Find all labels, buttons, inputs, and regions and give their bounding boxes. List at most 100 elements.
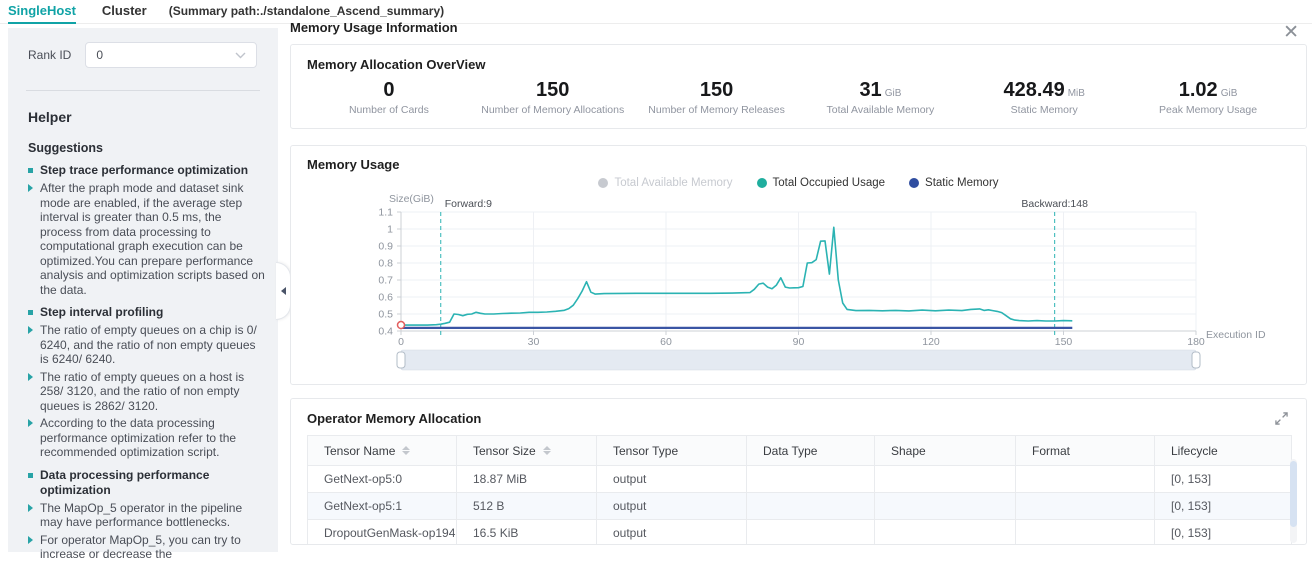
series-start-marker — [398, 322, 405, 329]
bullet-square-icon — [28, 168, 33, 173]
bullet-arrow-icon — [28, 326, 33, 334]
helper-title: Helper — [28, 109, 266, 125]
annotation-forward-9: Forward:9 — [441, 198, 492, 338]
cell-data-type — [747, 493, 875, 520]
suggestions-list: Step trace performance optimization After… — [20, 163, 266, 561]
suggestion-item: After the praph mode and dataset sink mo… — [28, 181, 266, 297]
cell-lifecycle: [0, 153] — [1155, 466, 1292, 493]
cell-data-type — [747, 466, 875, 493]
operator-table-title: Operator Memory Allocation — [307, 411, 481, 426]
sidebar: Rank ID 0 Helper Suggestions Step trace … — [8, 28, 278, 552]
stat-value: 0 — [383, 79, 394, 101]
table-scrollbar[interactable] — [1290, 459, 1297, 543]
suggestion-text: For operator MapOp_5, you can try to inc… — [40, 533, 266, 561]
svg-text:0: 0 — [398, 336, 404, 348]
table-row: GetNext-op5:1512 Boutput[0, 153] — [308, 493, 1292, 520]
column-header-tensor-size[interactable]: Tensor Size — [457, 436, 597, 466]
svg-text:0.8: 0.8 — [378, 258, 393, 270]
stat-label: Number of Cards — [307, 104, 471, 116]
rank-id-label: Rank ID — [28, 48, 71, 62]
svg-text:0.5: 0.5 — [378, 309, 393, 321]
cell-lifecycle: [0, 153] — [1155, 520, 1292, 546]
sidebar-collapse-handle[interactable] — [276, 262, 291, 320]
slider-handle-right — [1192, 352, 1200, 368]
bullet-square-icon — [28, 310, 33, 315]
suggestion-item: The ratio of empty queues on a chip is 0… — [28, 323, 266, 367]
suggestion-text: After the praph mode and dataset sink mo… — [40, 181, 266, 297]
profiler-page: SingleHost Cluster (Summary path:./stand… — [0, 0, 1312, 561]
column-label: Lifecycle — [1171, 444, 1218, 458]
caret-up-icon — [543, 446, 551, 450]
suggestion-section: Step interval profiling The ratio of empt… — [20, 305, 266, 460]
suggestion-text: According to the data processing perform… — [40, 416, 266, 460]
legend-item-total-occupied-usage[interactable]: Total Occupied Usage — [757, 177, 886, 189]
cell-tensor-type: output — [597, 466, 747, 493]
table-row: GetNext-op5:018.87 MiBoutput [0, 153] — [308, 466, 1292, 493]
stat-value: 150 — [700, 79, 733, 101]
column-header-tensor-name[interactable]: Tensor Name — [308, 436, 457, 466]
suggestion-text: The ratio of empty queues on a chip is 0… — [40, 323, 266, 367]
stat-unit: GiB — [1221, 88, 1238, 99]
suggestion-section-title: Data processing performance optimization — [28, 468, 266, 498]
svg-text:1.1: 1.1 — [378, 207, 393, 219]
column-label: Format — [1032, 444, 1070, 458]
scrollbar-thumb[interactable] — [1290, 461, 1297, 527]
caret-down-icon — [543, 451, 551, 455]
legend-dot-icon — [598, 178, 608, 188]
column-label: Data Type — [763, 444, 817, 458]
section-title-text: Step interval profiling — [40, 305, 163, 320]
column-label: Tensor Size — [473, 444, 536, 458]
stat-value: 31 — [859, 79, 881, 101]
fullscreen-icon[interactable] — [1275, 412, 1288, 425]
bullet-arrow-icon — [28, 536, 33, 544]
cell-tensor-name: DropoutGenMask-op194:0 — [308, 520, 457, 546]
column-label: Tensor Type — [613, 444, 678, 458]
tab-cluster[interactable]: Cluster — [102, 0, 147, 22]
bullet-arrow-icon — [28, 419, 33, 427]
column-label: Tensor Name — [324, 444, 395, 458]
stat-number-of-cards: 0 Number of Cards — [307, 79, 471, 116]
tab-singlehost[interactable]: SingleHost — [8, 0, 76, 24]
slider-handle-left — [397, 352, 405, 368]
memory-usage-title: Memory Usage — [307, 157, 399, 172]
legend-item-static-memory[interactable]: Static Memory — [909, 177, 999, 189]
main-content: Memory Usage Information ✕ Memory Alloca… — [290, 20, 1307, 556]
svg-text:1: 1 — [387, 224, 393, 236]
cell-tensor-name: GetNext-op5:0 — [308, 466, 457, 493]
cell-format — [1016, 466, 1155, 493]
y-axis-label: Size(GiB) — [389, 193, 434, 205]
cell-shape — [875, 493, 1016, 520]
svg-text:150: 150 — [1055, 336, 1073, 348]
stat-label: Number of Memory Allocations — [471, 104, 635, 116]
legend-dot-icon — [909, 178, 919, 188]
table-header-row: Tensor Name Tensor Size Tensor Type Data Ty… — [308, 436, 1292, 466]
svg-text:30: 30 — [528, 336, 540, 348]
cell-tensor-size: 18.87 MiB — [457, 466, 597, 493]
legend-item-total-available-memory[interactable]: Total Available Memory — [598, 177, 732, 189]
stat-label: Peak Memory Usage — [1126, 104, 1290, 116]
close-icon[interactable]: ✕ — [1283, 24, 1299, 42]
cell-shape — [875, 466, 1016, 493]
svg-text:90: 90 — [793, 336, 805, 348]
axis-tick-labels: 0.40.50.60.70.80.911.10306090120150180Si… — [378, 193, 1266, 348]
suggestions-title: Suggestions — [28, 141, 266, 155]
svg-text:Forward:9: Forward:9 — [445, 198, 492, 210]
datazoom-slider[interactable] — [397, 350, 1200, 370]
collapse-arrow-icon — [281, 287, 286, 295]
bullet-arrow-icon — [28, 504, 33, 512]
svg-text:60: 60 — [660, 336, 672, 348]
sort-icon[interactable] — [402, 446, 410, 455]
bullet-arrow-icon — [28, 373, 33, 381]
suggestion-section-title: Step trace performance optimization — [28, 163, 266, 178]
rank-id-select[interactable]: 0 — [85, 42, 257, 68]
sort-icon[interactable] — [543, 446, 551, 455]
suggestion-item: According to the data processing perform… — [28, 416, 266, 460]
stat-label: Total Available Memory — [798, 104, 962, 116]
legend-label: Total Occupied Usage — [773, 177, 886, 189]
bullet-square-icon — [28, 473, 33, 478]
cell-tensor-name: GetNext-op5:1 — [308, 493, 457, 520]
stat-number-of-memory-releases: 150Number of Memory Releases — [635, 79, 799, 116]
svg-text:0.7: 0.7 — [378, 275, 393, 287]
column-header-lifecycle: Lifecycle — [1155, 436, 1292, 466]
column-header-tensor-type: Tensor Type — [597, 436, 747, 466]
